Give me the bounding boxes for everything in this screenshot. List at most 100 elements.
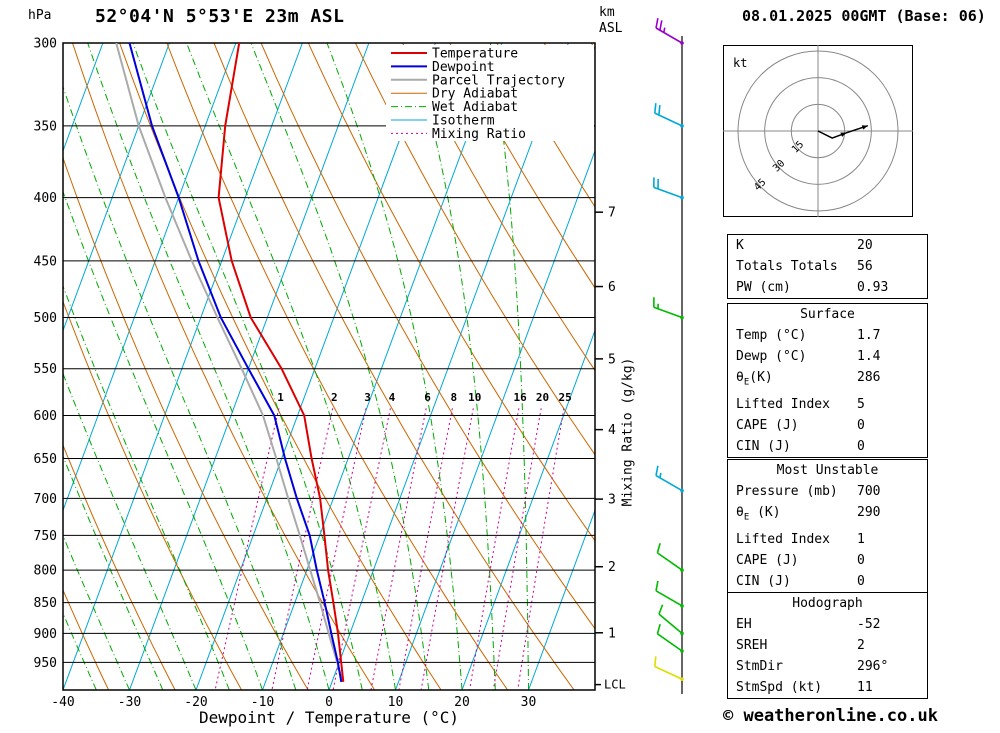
svg-text:6: 6 (424, 391, 431, 404)
table-row-label: CIN (J) (736, 573, 791, 589)
svg-text:25: 25 (559, 391, 572, 404)
svg-text:600: 600 (34, 409, 57, 424)
table-row: Lifted Index 1 (728, 529, 927, 550)
table-row: CAPE (J) 0 (728, 415, 927, 436)
svg-text:-30: -30 (118, 695, 141, 710)
table-row-label: θE (K) (736, 505, 781, 523)
mixing-ratio-axis-label: Mixing Ratio (g/kg) (620, 357, 636, 507)
svg-text:10: 10 (388, 695, 404, 710)
table-row-value: 5 (857, 396, 865, 412)
run-datetime: 08.01.2025 00GMT (Base: 06) (742, 7, 986, 25)
svg-text:450: 450 (34, 254, 57, 269)
svg-text:10: 10 (468, 391, 481, 404)
table-hodograph-title: Hodograph (792, 596, 863, 611)
svg-text:Isotherm: Isotherm (432, 114, 495, 129)
svg-text:2: 2 (608, 560, 616, 575)
table-row-label: K (736, 238, 744, 253)
table-row-label: EH (736, 617, 752, 632)
svg-text:0: 0 (325, 695, 333, 710)
table-row-value: 20 (857, 238, 873, 253)
table-row-label: StmDir (736, 659, 783, 674)
mixing-ratio-labels: 1 2 3 4 6 8 10 16 20 25 (277, 391, 572, 404)
svg-text:Wet Adiabat: Wet Adiabat (432, 100, 518, 115)
table-row-value: 0 (857, 417, 865, 433)
svg-text:2: 2 (331, 391, 338, 404)
svg-text:4: 4 (608, 423, 616, 438)
hodograph-trace-arrow (840, 132, 847, 137)
svg-text:850: 850 (34, 596, 57, 611)
svg-text:-40: -40 (51, 695, 74, 710)
svg-text:-10: -10 (251, 695, 274, 710)
skewt-diagram: 1 2 3 4 6 8 10 16 20 2530035040045050055060065070… (34, 18, 684, 710)
table-row: Pressure (mb) 700 (728, 481, 927, 502)
table-row-value: 0.93 (857, 280, 889, 295)
table-row: K 20 (728, 235, 927, 256)
hodograph-ring (737, 50, 899, 212)
table-row: Dewp (°C) 1.4 (728, 346, 927, 367)
table-row-label: CAPE (J) (736, 552, 799, 568)
hodograph-trace-arrow (861, 125, 868, 130)
svg-text:6: 6 (608, 280, 616, 295)
table-row-value: 11 (857, 680, 873, 695)
table-row: Lifted Index 5 (728, 394, 927, 415)
table-row: Temp (°C) 1.7 (728, 325, 927, 346)
table-row-value: 0 (857, 552, 865, 568)
table-row-value: 2 (857, 638, 865, 653)
table-row: CIN (J) 0 (728, 436, 927, 457)
table-row-label: CAPE (J) (736, 417, 799, 433)
most-unstable-table: Most Unstable Pressure (mb) 700 θE (K) 290 Li… (727, 459, 928, 593)
wet-adiabat-lines (63, 43, 529, 690)
svg-text:900: 900 (34, 627, 57, 642)
svg-text:5: 5 (608, 352, 616, 367)
temperature-curve (217, 43, 345, 683)
table-row: Totals Totals 56 (728, 256, 927, 277)
parcel-trajectory-curve (115, 43, 344, 683)
svg-text:20: 20 (454, 695, 470, 710)
table-row-value: 290 (857, 505, 881, 520)
wind-barb-column (653, 18, 684, 694)
copyright: © weatheronline.co.uk (723, 706, 938, 726)
hodograph-unit-label: kt (733, 56, 747, 70)
svg-text:7: 7 (608, 206, 616, 221)
x-axis-label: Dewpoint / Temperature (°C) (198, 708, 460, 727)
indices-table: K 20 Totals Totals 56 PW (cm) 0.93 (727, 234, 928, 299)
dewpoint-curve (128, 43, 343, 683)
svg-text:800: 800 (34, 564, 57, 579)
table-row-value: 286 (857, 370, 881, 385)
svg-text:Mixing Ratio: Mixing Ratio (432, 127, 526, 142)
svg-text:750: 750 (34, 529, 57, 544)
svg-text:LCL: LCL (604, 678, 626, 692)
table-row-value: 700 (857, 484, 881, 499)
hodograph-table: Hodograph EH -52 SREH 2 StmDir 296° StmSpd (kt)… (727, 592, 928, 699)
svg-text:Parcel Trajectory: Parcel Trajectory (432, 73, 565, 88)
table-most-unstable-title: Most Unstable (776, 463, 879, 478)
hodograph-ring (790, 103, 846, 159)
table-row: θE (K) 290 (728, 502, 927, 529)
svg-text:300: 300 (34, 37, 57, 52)
station-title: 52°04'N 5°53'E 23m ASL (95, 6, 345, 27)
table-surface-title: Surface (800, 307, 855, 322)
hodograph-trace (817, 124, 869, 139)
svg-text:950: 950 (34, 656, 57, 671)
svg-text:Dry Adiabat: Dry Adiabat (432, 87, 518, 102)
pressure-grid: 300 350 400 450 500 550 600 650 700 750 800 850 900 9… (34, 37, 596, 691)
svg-text:8: 8 (451, 391, 458, 404)
svg-text:16: 16 (514, 391, 528, 404)
table-row-value: 0 (857, 438, 865, 454)
svg-text:400: 400 (34, 191, 57, 206)
svg-text:Dewpoint: Dewpoint (432, 60, 495, 75)
mixing-ratio-lines (214, 408, 565, 690)
svg-text:1: 1 (608, 626, 616, 641)
table-row-label: θE(K) (736, 370, 773, 388)
temp-tick-labels: -40 -30 -20 -10 0 10 20 30 (51, 695, 536, 710)
svg-text:-20: -20 (184, 695, 207, 710)
table-row-label: Dewp (°C) (736, 349, 807, 364)
table-row-label: CIN (J) (736, 438, 791, 454)
table-row: StmSpd (kt) 11 (728, 677, 927, 698)
svg-text:3: 3 (364, 391, 371, 404)
hodograph-ring (764, 77, 872, 185)
table-row-label: StmSpd (kt) (736, 680, 823, 695)
table-row-label: Pressure (mb) (736, 484, 838, 499)
table-row: CAPE (J) 0 (728, 550, 927, 571)
